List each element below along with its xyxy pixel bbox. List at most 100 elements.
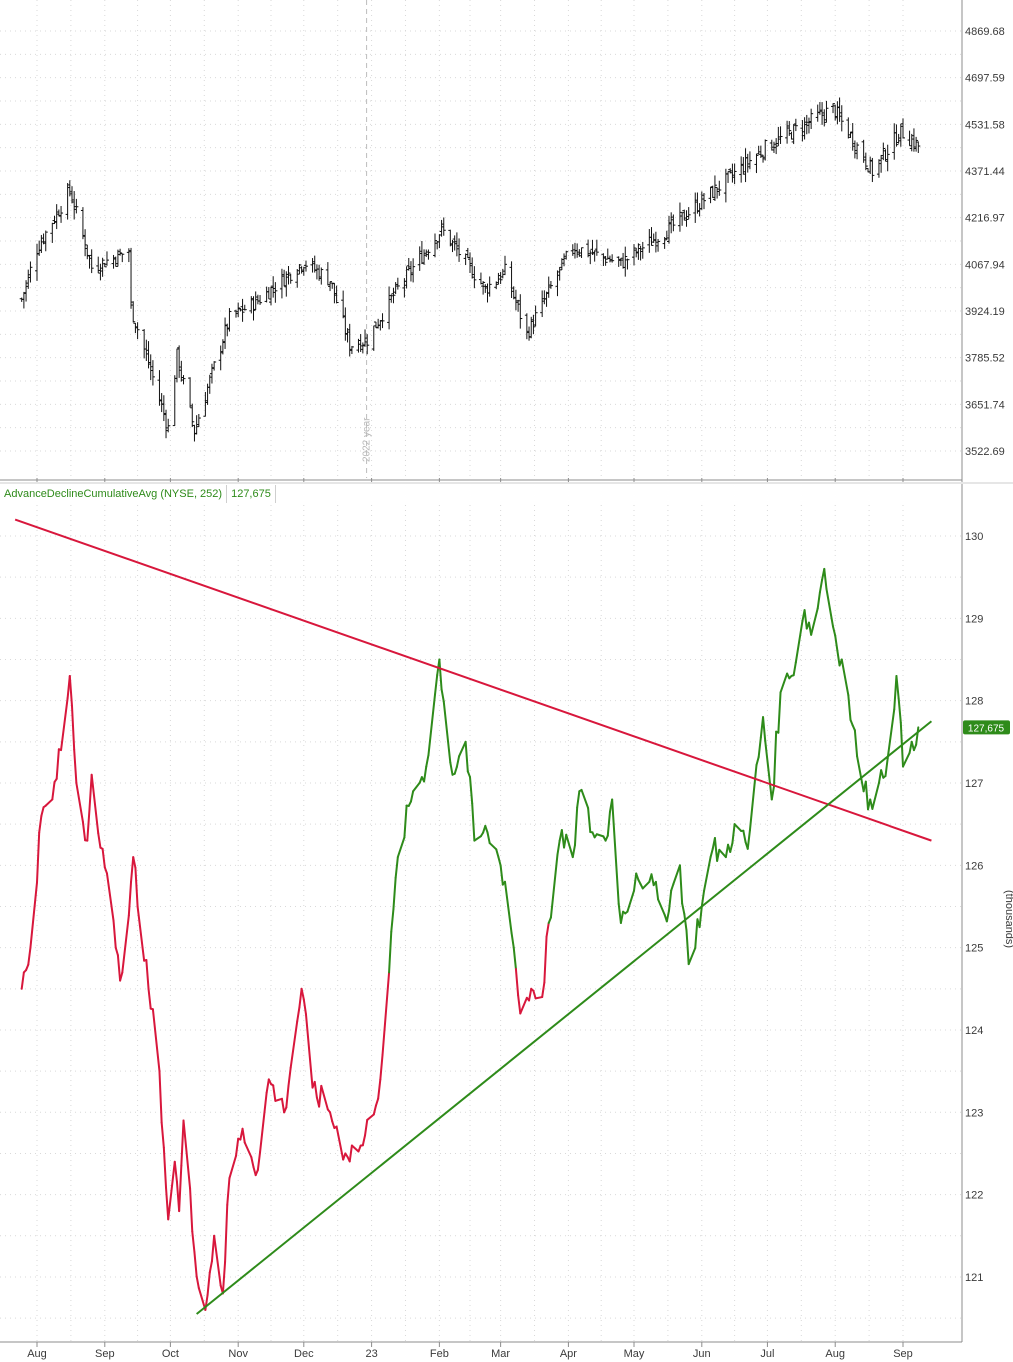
indicator-line-segment [611,798,620,905]
price-bar [424,249,429,257]
price-bar [468,252,472,274]
indicator-line-segment [390,907,395,933]
indicator-line-segment [777,691,782,734]
indicator-line-segment [377,1078,382,1100]
indicator-line-segment [519,996,528,1015]
indicator-line-segment [503,880,513,934]
time-axis-month-label: May [624,1348,645,1360]
price-bar [835,101,840,125]
indicator-line-segment [213,1234,222,1287]
price-axis-tick-label: 3522.69 [965,446,1005,458]
indicator-line-segment [895,674,900,700]
price-bar [266,287,271,300]
price-bar [391,287,396,304]
indicator-line-segment [484,824,489,834]
time-axis-month-label: Dec [294,1348,314,1360]
indicator-name-label[interactable]: AdvanceDeclineCumulativeAvg (NYSE, 252) [0,485,228,503]
indicator-line-segment [731,823,736,845]
price-bar [463,253,468,266]
price-bar [297,264,302,275]
price-bar [739,156,744,183]
price-bar [115,249,120,267]
price-bar [363,329,368,347]
price-bar [238,308,243,312]
indicator-line-segment [497,856,502,867]
price-bar [837,97,842,122]
price-bar [378,320,383,331]
price-bar [284,271,289,297]
indicator-line-segment [746,829,751,850]
indicator-line-segment [364,1118,369,1137]
indicator-line-segment [471,802,476,842]
indicator-line-segment [224,1203,229,1263]
indicator-line-segment [687,947,697,966]
indicator-line-segment [396,836,406,859]
price-bar [557,266,562,281]
indicator-line-segment [197,1287,207,1311]
indicator-axis-tick-label: 127 [965,778,983,790]
price-bar [496,272,501,285]
indicator-line-segment [466,770,471,779]
price-bar [478,272,483,285]
indicator-line-segment [449,761,454,776]
price-bar [441,217,446,236]
price-bar [728,168,733,174]
indicator-line-segment [425,754,430,768]
price-bar [188,377,193,408]
price-bar [500,268,505,279]
price-bar [511,286,516,300]
price-bar [376,318,381,329]
price-bar [146,341,151,369]
price-bar [268,286,273,306]
price-bar [680,212,685,226]
indicator-line-segment [29,881,38,949]
price-bar [249,296,254,314]
indicator-line-segment [517,994,522,1015]
price-bar [373,321,378,329]
price-bar [69,186,74,204]
indicator-line-segment [335,1125,345,1161]
price-bar [726,171,731,183]
price-bar [142,329,147,359]
indicator-line-segment [685,929,690,966]
price-bar [328,281,333,292]
price-bar [603,256,608,266]
price-bar [793,118,798,132]
price-bar [907,130,912,147]
indicator-line-segment [86,808,91,842]
indicator-line-segment [834,634,839,652]
indicator-line-segment [757,736,762,759]
indicator-line-segment [718,848,727,859]
price-bar [529,316,534,339]
price-axis-tick-label: 3651.74 [965,399,1005,411]
indicator-line-segment [427,693,437,757]
indicator-axis-tick-label: 122 [965,1190,983,1202]
price-bar [758,145,763,158]
price-bar [325,262,330,286]
price-bar [74,198,79,214]
price-bar [743,148,748,183]
price-bar [209,363,214,384]
indicator-line-segment [733,823,743,832]
indicator-line-segment [381,971,391,1056]
price-bar [715,186,720,199]
indicator-line-segment [167,1160,176,1221]
price-bar [406,257,411,271]
price-bar [26,269,31,289]
price-bar [822,109,827,127]
indicator-line-segment [112,919,117,949]
indicator-line-segment [641,880,651,890]
price-bar [548,280,553,289]
indicator-line-segment [318,1084,323,1108]
indicator-line-segment [130,856,135,883]
indicator-line-segment [70,704,76,751]
price-bar [295,269,300,288]
indicator-line-segment [235,1137,240,1157]
price-bar [896,133,901,144]
price-bar [664,230,669,241]
indicator-line-segment [580,788,590,809]
price-bar [667,215,672,244]
price-bar [618,257,623,266]
indicator-line-segment [388,930,393,974]
indicator-line-segment [606,810,611,837]
